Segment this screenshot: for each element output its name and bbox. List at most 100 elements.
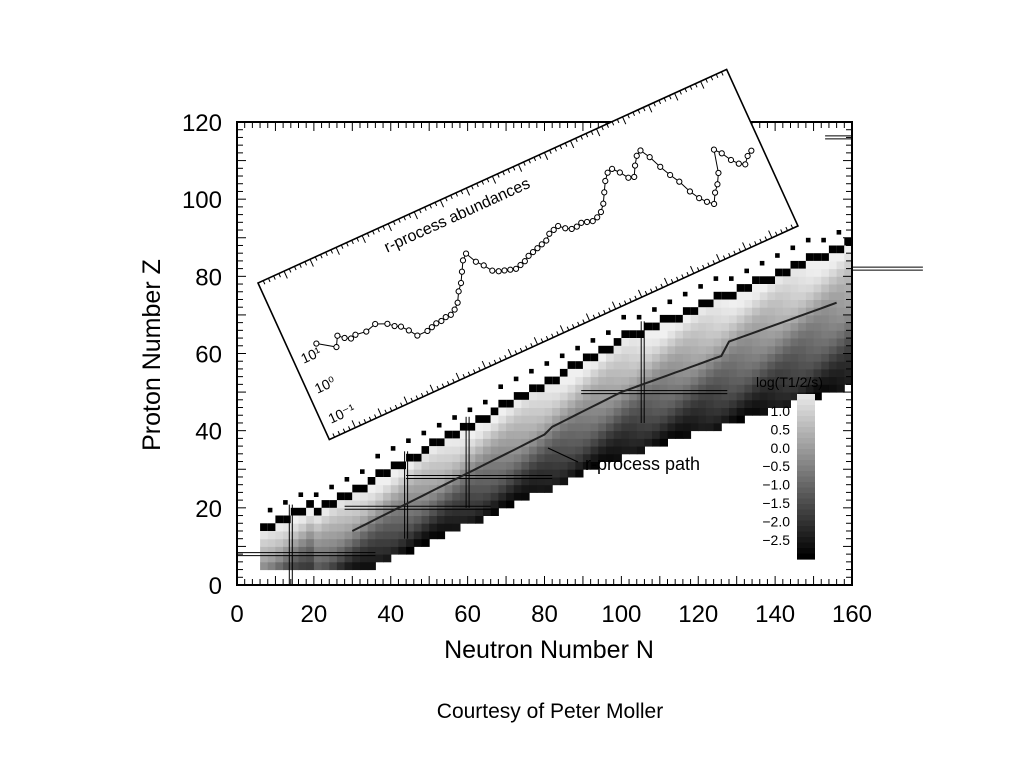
legend-swatch <box>797 548 815 555</box>
heat-cell <box>483 438 492 447</box>
edge-dot <box>682 291 688 297</box>
heat-cell <box>736 291 745 300</box>
heat-cell <box>659 399 668 408</box>
heat-cell <box>421 507 430 516</box>
legend-swatch <box>797 432 815 439</box>
heat-cell <box>782 384 791 393</box>
inset-tick-bottom <box>728 252 731 258</box>
legend-label: 0.5 <box>771 421 791 437</box>
heat-cell <box>775 392 784 401</box>
heat-cell <box>552 446 561 455</box>
heat-cell <box>729 384 738 393</box>
heat-cell <box>559 453 569 462</box>
heat-cell <box>529 477 538 486</box>
heat-cell <box>429 484 438 493</box>
heat-cell <box>413 531 422 540</box>
heat-cell <box>567 392 576 401</box>
heat-cell <box>521 446 530 455</box>
heat-cell <box>775 330 784 339</box>
heat-cell <box>567 430 576 439</box>
heat-cell <box>698 384 707 393</box>
heat-cell <box>682 430 692 439</box>
heat-cell <box>498 469 507 478</box>
inset-tick-bottom <box>603 309 606 314</box>
heat-cell <box>798 345 807 354</box>
heat-cell <box>629 376 638 385</box>
inset-tick-top <box>491 176 497 184</box>
heat-cell <box>652 376 661 385</box>
heat-cell <box>406 469 415 478</box>
heat-cell <box>459 515 469 524</box>
inset-tick-bottom <box>481 360 486 369</box>
heat-cell <box>744 322 753 331</box>
heat-cell <box>844 245 853 254</box>
heat-cell <box>759 338 768 347</box>
heat-cell <box>844 330 853 339</box>
inset-tick-top <box>325 251 328 256</box>
inset-tick-top <box>622 116 627 125</box>
heat-cell <box>621 446 630 455</box>
heat-cell <box>536 407 545 416</box>
heat-cell <box>813 307 822 316</box>
heat-cell <box>329 554 338 563</box>
heat-cell <box>759 299 768 308</box>
heat-cell <box>398 469 407 478</box>
heat-cell <box>313 554 323 563</box>
heat-cell <box>498 422 507 432</box>
heat-cell <box>721 299 730 308</box>
heat-cell <box>475 469 484 478</box>
abundance-point <box>631 162 639 169</box>
heat-cell <box>713 345 722 354</box>
heat-cell <box>582 446 592 455</box>
color-legend: 1.0 0.5 0.0 −0.5 −1.0 −1.5 −2.0 −2.5 <box>762 394 815 560</box>
heat-cell <box>828 276 838 285</box>
stable-edge-cell <box>667 314 676 323</box>
stable-edge-cell <box>713 291 722 300</box>
stable-edge-cell <box>298 507 307 516</box>
x-tick-label: 60 <box>454 601 481 628</box>
heat-cell <box>790 361 799 370</box>
heat-cell <box>552 407 561 416</box>
heat-cell <box>805 268 815 277</box>
legend-swatch <box>797 438 815 445</box>
legend-swatch <box>797 405 815 412</box>
heat-cell <box>321 554 330 563</box>
heat-cell <box>429 461 438 470</box>
heat-cell <box>298 561 307 571</box>
heat-cell <box>844 268 853 277</box>
heat-cell <box>429 477 438 486</box>
heat-cell <box>736 361 745 370</box>
heat-cell <box>559 430 569 439</box>
heat-cell <box>621 399 630 408</box>
abundance-point <box>594 214 601 221</box>
heat-cell <box>290 561 299 571</box>
heat-cell <box>705 338 715 347</box>
heat-cell <box>590 376 599 385</box>
heat-cell <box>659 330 668 339</box>
abundance-point <box>525 252 532 259</box>
heat-cell <box>682 353 692 362</box>
heat-cell <box>521 477 530 486</box>
abundance-point <box>521 258 528 265</box>
inset-tick-bottom <box>455 372 460 381</box>
heat-cell <box>606 407 615 416</box>
legend-swatch <box>797 493 815 500</box>
heat-cell <box>752 392 761 401</box>
stable-edge-cell <box>752 276 760 284</box>
heat-cell <box>283 531 292 540</box>
heat-cell <box>752 338 761 347</box>
heat-cell <box>798 376 807 385</box>
edge-dot <box>344 477 350 482</box>
heat-cell <box>306 507 315 516</box>
stable-edge-cell <box>459 422 468 431</box>
heat-cell <box>298 554 307 563</box>
heat-cell <box>775 338 784 347</box>
inset-tick-top <box>528 159 531 164</box>
heat-cell <box>421 477 430 486</box>
heat-cell <box>767 284 776 293</box>
edge-dot <box>283 500 288 505</box>
stable-edge-cell <box>336 492 345 501</box>
heat-cell <box>690 322 699 331</box>
heat-cell <box>667 384 676 393</box>
heat-cell <box>267 531 276 540</box>
